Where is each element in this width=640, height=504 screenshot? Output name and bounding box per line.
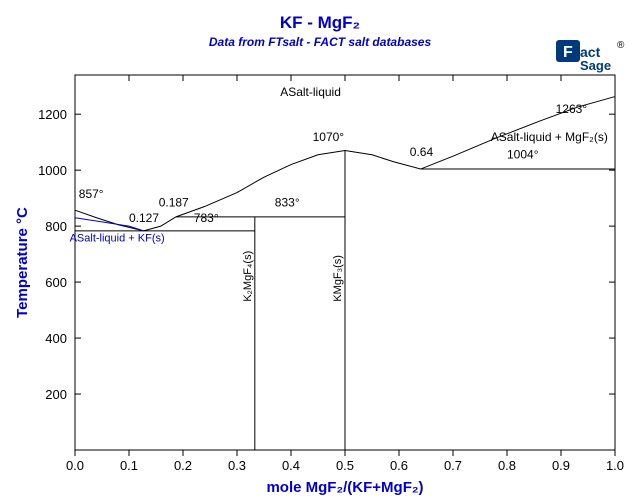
phase-diagram-svg: KF - MgF₂ Data from FTsalt - FACT salt da…: [0, 0, 640, 504]
x-tick-label: 0.1: [120, 458, 138, 473]
x-tick-label: 0.7: [444, 458, 462, 473]
phase-label: ASalt-liquid + MgF₂(s): [491, 130, 608, 144]
x-tick-label: 0.0: [66, 458, 84, 473]
x-tick-label: 0.5: [336, 458, 354, 473]
x-axis-label: mole MgF₂/(KF+MgF₂): [266, 479, 423, 496]
temperature-annotation: 0.127: [129, 211, 159, 225]
compound-label: KMgF₃(s): [332, 255, 344, 302]
compound-label: K₂MgF₄(s): [242, 251, 254, 302]
x-tick-label: 0.9: [552, 458, 570, 473]
phase-label: ASalt-liquid: [280, 85, 341, 99]
x-tick-label: 0.4: [282, 458, 300, 473]
chart-title: KF - MgF₂: [280, 13, 360, 32]
logo-tm: ®: [617, 40, 625, 51]
temperature-annotation: 833°: [275, 196, 300, 210]
y-tick-label: 200: [45, 387, 67, 402]
x-tick-label: 0.8: [498, 458, 516, 473]
chart-container: KF - MgF₂ Data from FTsalt - FACT salt da…: [0, 0, 640, 504]
x-tick-label: 1.0: [606, 458, 624, 473]
y-tick-label: 800: [45, 219, 67, 234]
temperature-annotation: 1004°: [507, 147, 539, 161]
logo-sage: Sage: [580, 58, 611, 73]
y-tick-label: 1000: [38, 163, 67, 178]
y-tick-label: 1200: [38, 107, 67, 122]
temperature-annotation: 1070°: [313, 130, 345, 144]
chart-subtitle: Data from FTsalt - FACT salt databases: [209, 35, 432, 49]
y-axis-label: Temperature °C: [14, 207, 31, 318]
temperature-annotation: 1263°: [556, 102, 588, 116]
temperature-annotation: 783°: [194, 211, 219, 225]
y-tick-label: 400: [45, 331, 67, 346]
y-tick-label: 600: [45, 275, 67, 290]
x-tick-label: 0.6: [390, 458, 408, 473]
logo-f: F: [563, 44, 573, 61]
x-tick-label: 0.3: [228, 458, 246, 473]
temperature-annotation: 0.187: [159, 196, 189, 210]
phase-label: ASalt-liquid + KF(s): [70, 233, 165, 245]
temperature-annotation: 0.64: [410, 145, 434, 159]
x-tick-label: 0.2: [174, 458, 192, 473]
temperature-annotation: 857°: [79, 187, 104, 201]
